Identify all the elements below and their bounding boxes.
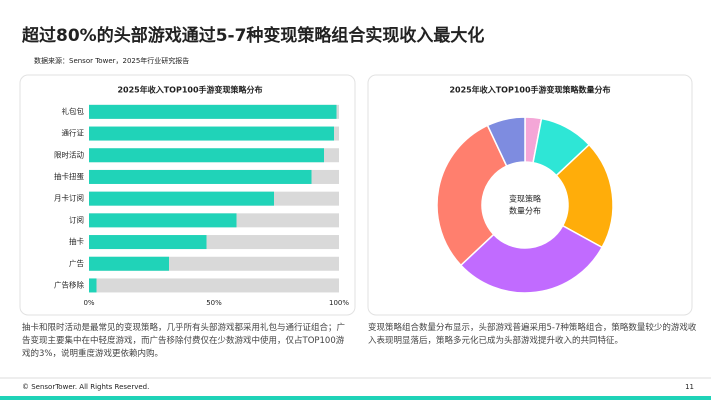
bar — [89, 235, 207, 250]
center-label: 数量分布 — [509, 206, 541, 216]
center-label: 变现策略 — [509, 194, 541, 204]
bar — [89, 169, 312, 184]
bar — [89, 104, 337, 119]
note: 变现策略组合数量分布显示，头部游戏普遍采用5-7种策略组合，策略数量较少的游戏收… — [368, 323, 697, 346]
y-tick-label: 抽卡 — [69, 236, 84, 246]
bar — [89, 126, 334, 141]
page-number: 11 — [685, 383, 694, 391]
y-tick-label: 广告移除 — [54, 279, 84, 289]
x-tick-label: 100% — [329, 299, 349, 307]
x-tick-label: 50% — [206, 299, 222, 307]
x-tick-label: 0% — [83, 299, 94, 307]
y-tick-label: 通行证 — [62, 128, 85, 138]
slide-title: 超过80%的头部游戏通过5-7种变现策略组合实现收入最大化 — [22, 25, 484, 46]
footer: © SensorTower. All Rights Reserved. — [22, 383, 149, 391]
bar — [89, 256, 169, 271]
bar — [89, 191, 274, 206]
y-tick-label: 订阅 — [69, 214, 84, 224]
donut-segment — [555, 143, 614, 249]
bar — [89, 213, 237, 228]
y-tick-label: 月卡订阅 — [54, 193, 84, 203]
donut-segment — [436, 124, 508, 267]
bottom-bar — [0, 396, 711, 400]
chart-title: 2025年收入TOP100手游变现策略分布 — [117, 85, 262, 95]
source: 数据来源：Sensor Tower，2025年行业研究报告 — [34, 56, 189, 65]
y-tick-label: 抽卡扭蛋 — [54, 171, 84, 181]
donut-segment — [459, 224, 604, 294]
bar — [89, 148, 324, 163]
y-tick-label: 广告 — [69, 258, 84, 268]
note: 抽卡和限时活动是最常见的变现策略，几乎所有头部游戏都采用礼包与通行证组合；广告变… — [22, 323, 346, 359]
bar — [89, 278, 97, 293]
right-card — [367, 74, 693, 316]
y-tick-label: 限时活动 — [54, 149, 84, 159]
chart-title: 2025年收入TOP100手游变现策略数量分布 — [449, 85, 610, 95]
donut-segment — [486, 116, 526, 168]
bar-track — [89, 278, 339, 293]
y-tick-label: 礼包包 — [62, 106, 85, 116]
